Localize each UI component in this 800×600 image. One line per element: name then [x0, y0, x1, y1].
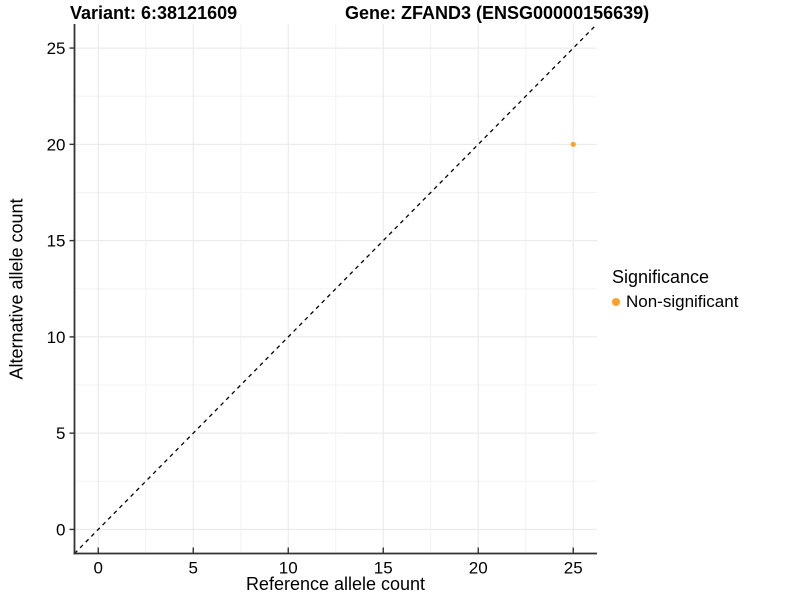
x-tick-label: 10	[279, 559, 298, 578]
y-tick-label: 15	[47, 232, 66, 251]
x-tick-label: 15	[374, 559, 393, 578]
x-tick-label: 25	[564, 559, 583, 578]
y-tick-label: 25	[47, 39, 66, 58]
legend-point-icon	[612, 298, 620, 306]
x-axis-title: Reference allele count	[245, 574, 426, 594]
y-axis-title: Alternative allele count	[6, 198, 27, 380]
data-point	[570, 141, 576, 147]
legend: Significance Non-significant	[612, 267, 738, 312]
x-tick-label: 5	[189, 559, 198, 578]
gene-title: Gene: ZFAND3 (ENSG00000156639)	[345, 3, 650, 23]
y-tick-label: 5	[56, 424, 65, 443]
variant-title: Variant: 6:38121609	[70, 3, 238, 23]
identity-line	[74, 23, 598, 554]
legend-title: Significance	[612, 267, 710, 287]
y-tick-label: 10	[47, 328, 66, 347]
y-tick-label: 20	[47, 135, 66, 154]
x-tick-label: 0	[94, 559, 103, 578]
legend-item-label: Non-significant	[626, 292, 739, 311]
x-tick-label: 20	[469, 559, 488, 578]
legend-item-non-significant: Non-significant	[612, 292, 738, 312]
y-tick-label: 0	[56, 520, 65, 539]
